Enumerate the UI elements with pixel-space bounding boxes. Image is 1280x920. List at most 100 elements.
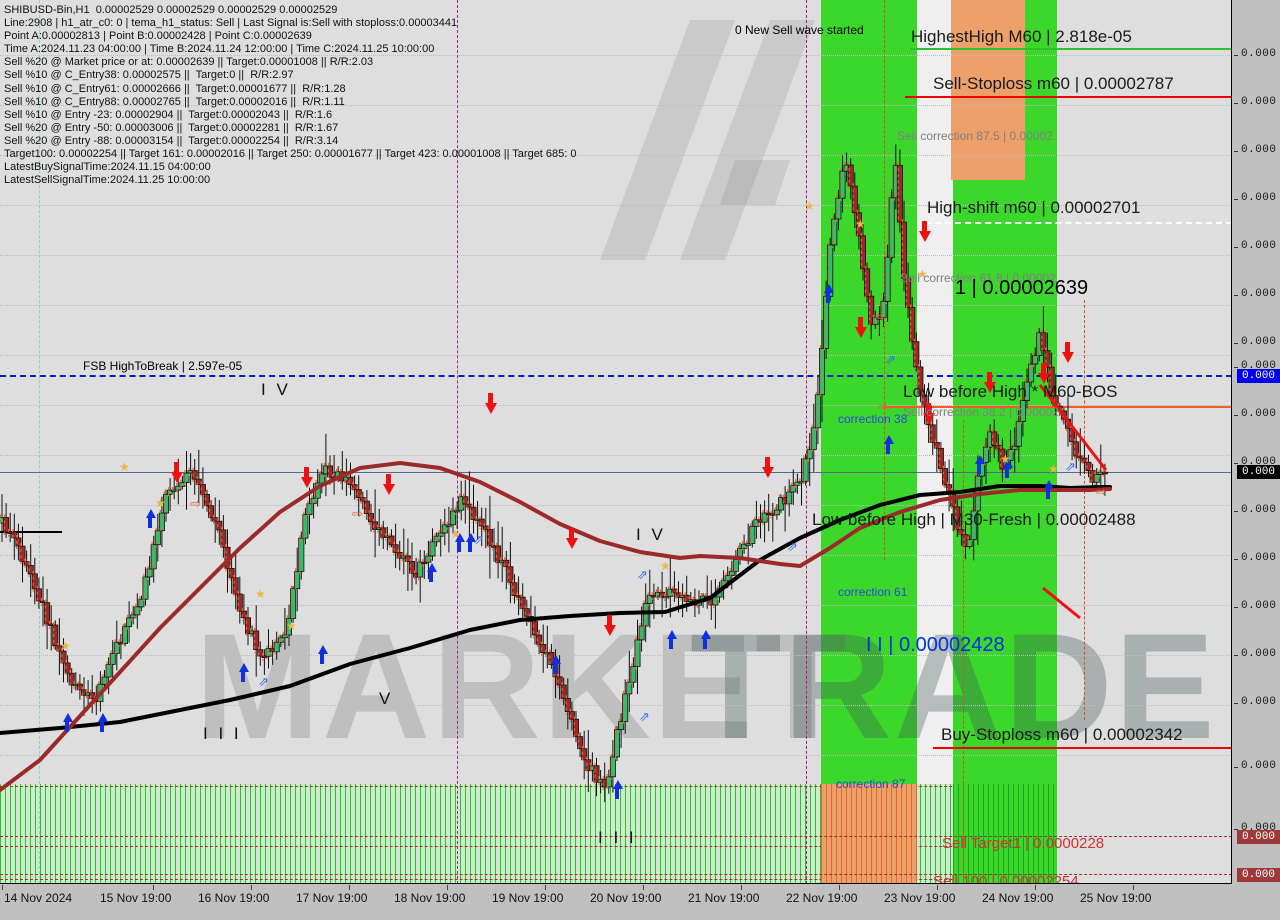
price-badge-fsb: 0.000 [1237, 369, 1280, 383]
buy-arrow-icon [975, 455, 985, 464]
buy-arrow-icon [427, 563, 437, 572]
wave-label-iii-left: I I I [203, 724, 242, 743]
info-line-2: Point A:0.00002813 | Point B:0.00002428 … [4, 30, 312, 43]
vline-day-sep [39, 0, 40, 883]
hollow-arrow-icon: ⇗ [1065, 459, 1076, 474]
subpanel-mid-dash [0, 846, 1231, 847]
gridline [0, 305, 1231, 306]
buy-arrow-stem [429, 572, 433, 582]
annotation-sell-correction-382: Sell correction 38.2 | 0.00002 [903, 405, 1059, 419]
subpanel-lower-dash [0, 879, 1231, 880]
star-marker-icon: ★ [119, 460, 130, 474]
buy-arrow-stem [615, 789, 619, 799]
price-axis[interactable]: 0.000 0.000 0.000 0.000 0.000 0.000 0.00… [1233, 0, 1280, 884]
buy-arrow-icon [98, 713, 108, 722]
time-axis[interactable]: 14 Nov 2024 15 Nov 19:00 16 Nov 19:00 17… [0, 885, 1232, 920]
sell-arrow-icon [604, 625, 616, 636]
star-marker-icon: ★ [855, 217, 866, 231]
buy-arrow-icon [318, 645, 328, 654]
annotation-high-shift: High-shift m60 | 0.00002701 [927, 198, 1141, 217]
buy-arrow-stem [703, 639, 707, 649]
gridline [0, 55, 1231, 56]
time-tick: 25 Nov 19:00 [1080, 891, 1152, 905]
axis-corner [1233, 885, 1280, 920]
star-marker-icon: ★ [286, 619, 297, 633]
annotation-new-sell-wave: 0 New Sell wave started [735, 23, 864, 37]
buy-arrow-icon [63, 713, 73, 722]
time-tick: 24 Nov 19:00 [982, 891, 1054, 905]
sell-arrow-icon [1062, 352, 1074, 363]
info-line-1: Line:2908 | h1_atr_c0: 0 | tema_h1_statu… [4, 17, 458, 30]
sell-arrow-stem [607, 615, 612, 626]
time-tick: 17 Nov 19:00 [296, 891, 368, 905]
buy-arrow-icon [667, 630, 677, 639]
gridline [0, 355, 1231, 356]
info-line-5: Sell %10 @ C_Entry38: 0.00002575 || Targ… [4, 69, 294, 82]
info-line-9: Sell %20 @ Entry -50: 0.00003006 || Targ… [4, 121, 339, 134]
time-tick: 18 Nov 19:00 [394, 891, 466, 905]
chart-plot-area[interactable]: MARKET TRADE [0, 0, 1232, 884]
time-tick: 15 Nov 19:00 [100, 891, 172, 905]
star-marker-icon: ★ [660, 559, 671, 573]
buy-arrow-stem [826, 293, 830, 303]
hollow-arrow-icon: ⇗ [258, 674, 269, 689]
hollow-arrow-icon: ⇨ [190, 496, 201, 511]
sell-arrow-stem [304, 467, 309, 478]
sell-arrow-stem [926, 403, 931, 414]
hollow-arrow-icon: ⇨ [1096, 484, 1107, 499]
buy-arrow-icon [1044, 480, 1054, 489]
buy-arrow-icon [1003, 459, 1013, 468]
sell-arrow-icon [171, 472, 183, 483]
star-marker-icon: ★ [60, 639, 71, 653]
wave-label-iii-bottom: I I I [598, 828, 637, 847]
annotation-m30-fresh: Low before High | M30-Fresh | 0.00002488 [812, 510, 1136, 529]
info-line-10: Sell %20 @ Entry -88: 0.00003154 || Targ… [4, 134, 339, 147]
info-line-0: SHIBUSD-Bin,H1 0.00002529 0.00002529 0.0… [4, 4, 338, 16]
info-line-13: LatestSellSignalTime:2024.11.25 10:00:00 [4, 174, 211, 187]
time-tick: 23 Nov 19:00 [884, 891, 956, 905]
vline-point-b [963, 420, 964, 883]
time-tick: 14 Nov 2024 [4, 891, 73, 905]
annotation-correction-61: correction 61 [838, 585, 908, 599]
sell-arrow-icon [301, 477, 313, 488]
annotation-buy-stoploss: Buy-Stoploss m60 | 0.00002342 [941, 725, 1183, 744]
annotation-sell-target1: Sell Target1 | 0.0000228 [942, 835, 1105, 852]
annotation-sell-stoploss: Sell-Stoploss m60 | 0.00002787 [933, 74, 1174, 93]
vline-point-a [884, 0, 885, 560]
annotation-m60-bos: Low before High * M60-BOS [903, 382, 1118, 401]
level-line-current-price [0, 472, 1231, 473]
hollow-arrow-icon: ⇗ [885, 352, 896, 367]
info-line-3: Time A:2024.11.23 04:00:00 | Time B:2024… [4, 43, 435, 56]
gridline [0, 555, 1231, 556]
hollow-arrow-icon: ⇗ [639, 709, 650, 724]
buy-arrow-icon [551, 655, 561, 664]
subpanel-green-zone [953, 784, 1057, 883]
price-badge-sell-100: 0.000 [1237, 868, 1280, 882]
hollow-arrow-icon: ⇗ [637, 567, 648, 582]
buy-arrow-icon [146, 509, 156, 518]
gridline [0, 205, 1231, 206]
annotation-correction-38: correction 38 [838, 412, 908, 426]
info-line-12: LatestBuySignalTime:2024.11.15 04:00:00 [4, 161, 211, 174]
star-marker-icon: ★ [155, 496, 166, 510]
buy-arrow-icon [613, 780, 623, 789]
star-marker-icon: ★ [1048, 462, 1059, 476]
buy-arrow-icon [455, 533, 465, 542]
price-badge-sell-target1: 0.000 [1237, 830, 1280, 844]
sell-arrow-icon [984, 382, 996, 393]
wave-label-v: V [379, 689, 394, 708]
buy-arrow-stem [241, 672, 245, 682]
gridline [0, 255, 1231, 256]
time-tick: 21 Nov 19:00 [688, 891, 760, 905]
sell-arrow-stem [765, 457, 770, 468]
buy-arrow-icon [466, 533, 476, 542]
level-line-high-shift [925, 222, 1231, 224]
annotation-highest-high: HighestHigh M60 | 2.818e-05 [911, 27, 1132, 46]
sell-arrow-stem [858, 317, 863, 328]
star-marker-icon: ★ [255, 587, 266, 601]
buy-arrow-icon [239, 663, 249, 672]
sell-arrow-icon [919, 231, 931, 242]
wave-label-iv-left: I V [261, 380, 291, 399]
star-marker-icon: ★ [450, 527, 461, 541]
